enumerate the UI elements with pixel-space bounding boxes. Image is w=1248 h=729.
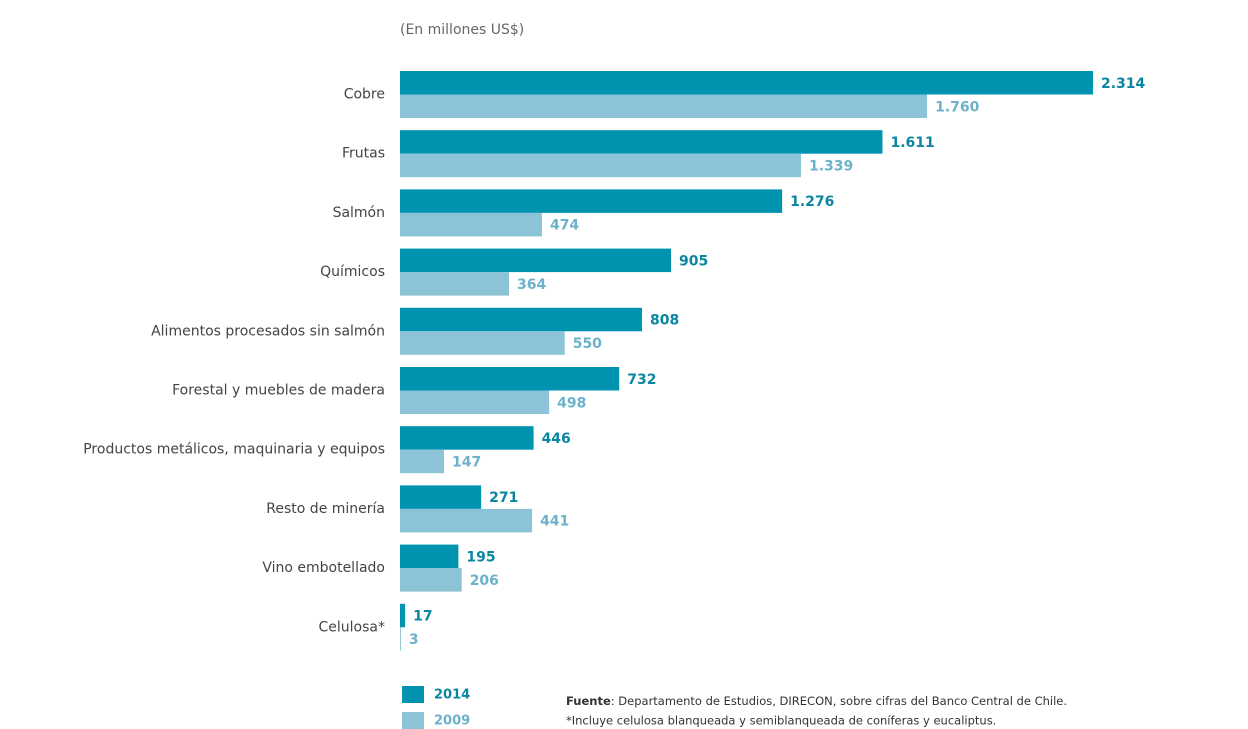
category-label: Salmón: [333, 205, 385, 221]
value-label: 441: [540, 514, 569, 530]
bar: [400, 212, 542, 237]
bar: [400, 272, 510, 296]
value-label: 905: [679, 253, 708, 269]
value-label: 206: [470, 573, 499, 589]
source-label: Fuente: [566, 694, 611, 708]
category-label: Forestal y muebles de madera: [172, 383, 385, 399]
chart-subtitle: (En millones US$): [400, 22, 524, 38]
source: Fuente: Departamento de Estudios, DIRECO…: [566, 694, 1067, 708]
category-label: Cobre: [344, 87, 385, 103]
category-label: Alimentos procesados sin salmón: [151, 323, 385, 339]
bar: [400, 331, 565, 355]
category-label: Químicos: [320, 264, 385, 280]
bar: [400, 627, 401, 651]
value-label: 271: [489, 490, 518, 506]
value-label: 1.276: [790, 194, 834, 210]
legend-label: 2009: [434, 714, 470, 729]
bar: [400, 390, 550, 414]
bar: [400, 367, 620, 391]
value-label: 2.314: [1101, 76, 1146, 92]
value-label: 550: [573, 336, 602, 352]
bar: [400, 94, 928, 118]
value-label: 808: [650, 313, 679, 329]
value-label: 3: [409, 632, 419, 648]
bar: [400, 307, 642, 332]
bar: [400, 248, 672, 273]
category-label: Celulosa*: [319, 619, 385, 635]
legend-label: 2014: [434, 688, 470, 703]
value-label: 195: [466, 549, 495, 565]
value-label: 1.760: [935, 99, 980, 115]
bar: [400, 603, 406, 628]
bar: [400, 508, 533, 533]
source-text: : Departamento de Estudios, DIRECON, sob…: [611, 694, 1067, 708]
category-label: Resto de minería: [266, 501, 385, 517]
legend-swatch: [402, 712, 424, 729]
bar: [400, 153, 802, 178]
bar: [400, 426, 534, 450]
bar: [400, 71, 1093, 95]
value-label: 147: [452, 454, 481, 470]
bar: [400, 568, 462, 592]
category-label: Productos metálicos, maquinaria y equipo…: [83, 442, 385, 458]
value-label: 1.339: [809, 158, 853, 174]
value-label: 446: [542, 431, 571, 447]
bar: [400, 189, 783, 213]
value-label: 732: [627, 372, 656, 388]
value-label: 364: [517, 277, 546, 293]
bar: [400, 449, 445, 474]
value-label: 498: [557, 395, 586, 411]
value-label: 17: [413, 609, 432, 625]
category-label: Frutas: [342, 146, 385, 162]
bar: [400, 485, 482, 509]
bar: [400, 130, 883, 154]
note: *Incluye celulosa blanqueada y semiblanq…: [566, 714, 996, 728]
bar: [400, 544, 459, 569]
value-label: 474: [550, 218, 579, 234]
value-label: 1.611: [890, 135, 934, 151]
category-label: Vino embotellado: [262, 560, 385, 576]
legend-swatch: [402, 686, 424, 703]
